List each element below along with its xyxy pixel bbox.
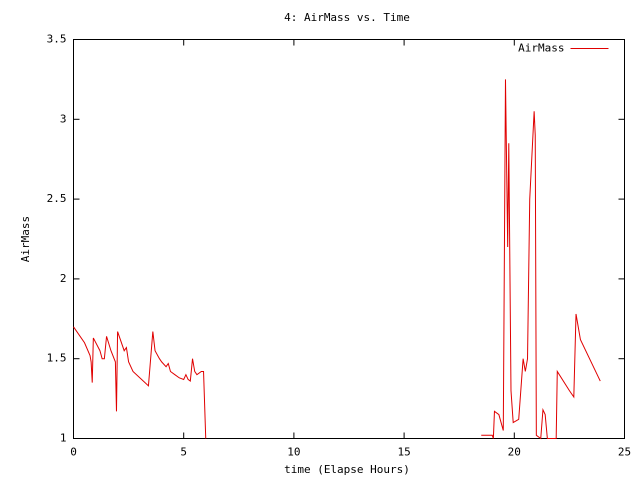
x-tick-label: 25 bbox=[618, 446, 631, 459]
y-tick-label: 3.5 bbox=[47, 33, 67, 46]
x-axis-label: time (Elapse Hours) bbox=[284, 463, 410, 476]
x-tick-label: 5 bbox=[180, 446, 187, 459]
data-line bbox=[73, 79, 601, 440]
legend-label: AirMass bbox=[518, 42, 564, 55]
y-tick-label: 3 bbox=[60, 112, 67, 125]
x-tick-label: 0 bbox=[70, 446, 77, 459]
y-tick-label: 2 bbox=[60, 272, 67, 285]
y-axis-label: AirMass bbox=[19, 216, 32, 262]
x-tick-label: 10 bbox=[287, 446, 300, 459]
plot-frame bbox=[73, 39, 625, 439]
y-tick-label: 1.5 bbox=[47, 352, 67, 365]
x-tick-label: 20 bbox=[508, 446, 521, 459]
y-tick-label: 2.5 bbox=[47, 192, 67, 205]
y-tick-label: 1 bbox=[60, 432, 67, 445]
chart-title: 4: AirMass vs. Time bbox=[284, 11, 410, 24]
x-tick-label: 15 bbox=[397, 446, 410, 459]
